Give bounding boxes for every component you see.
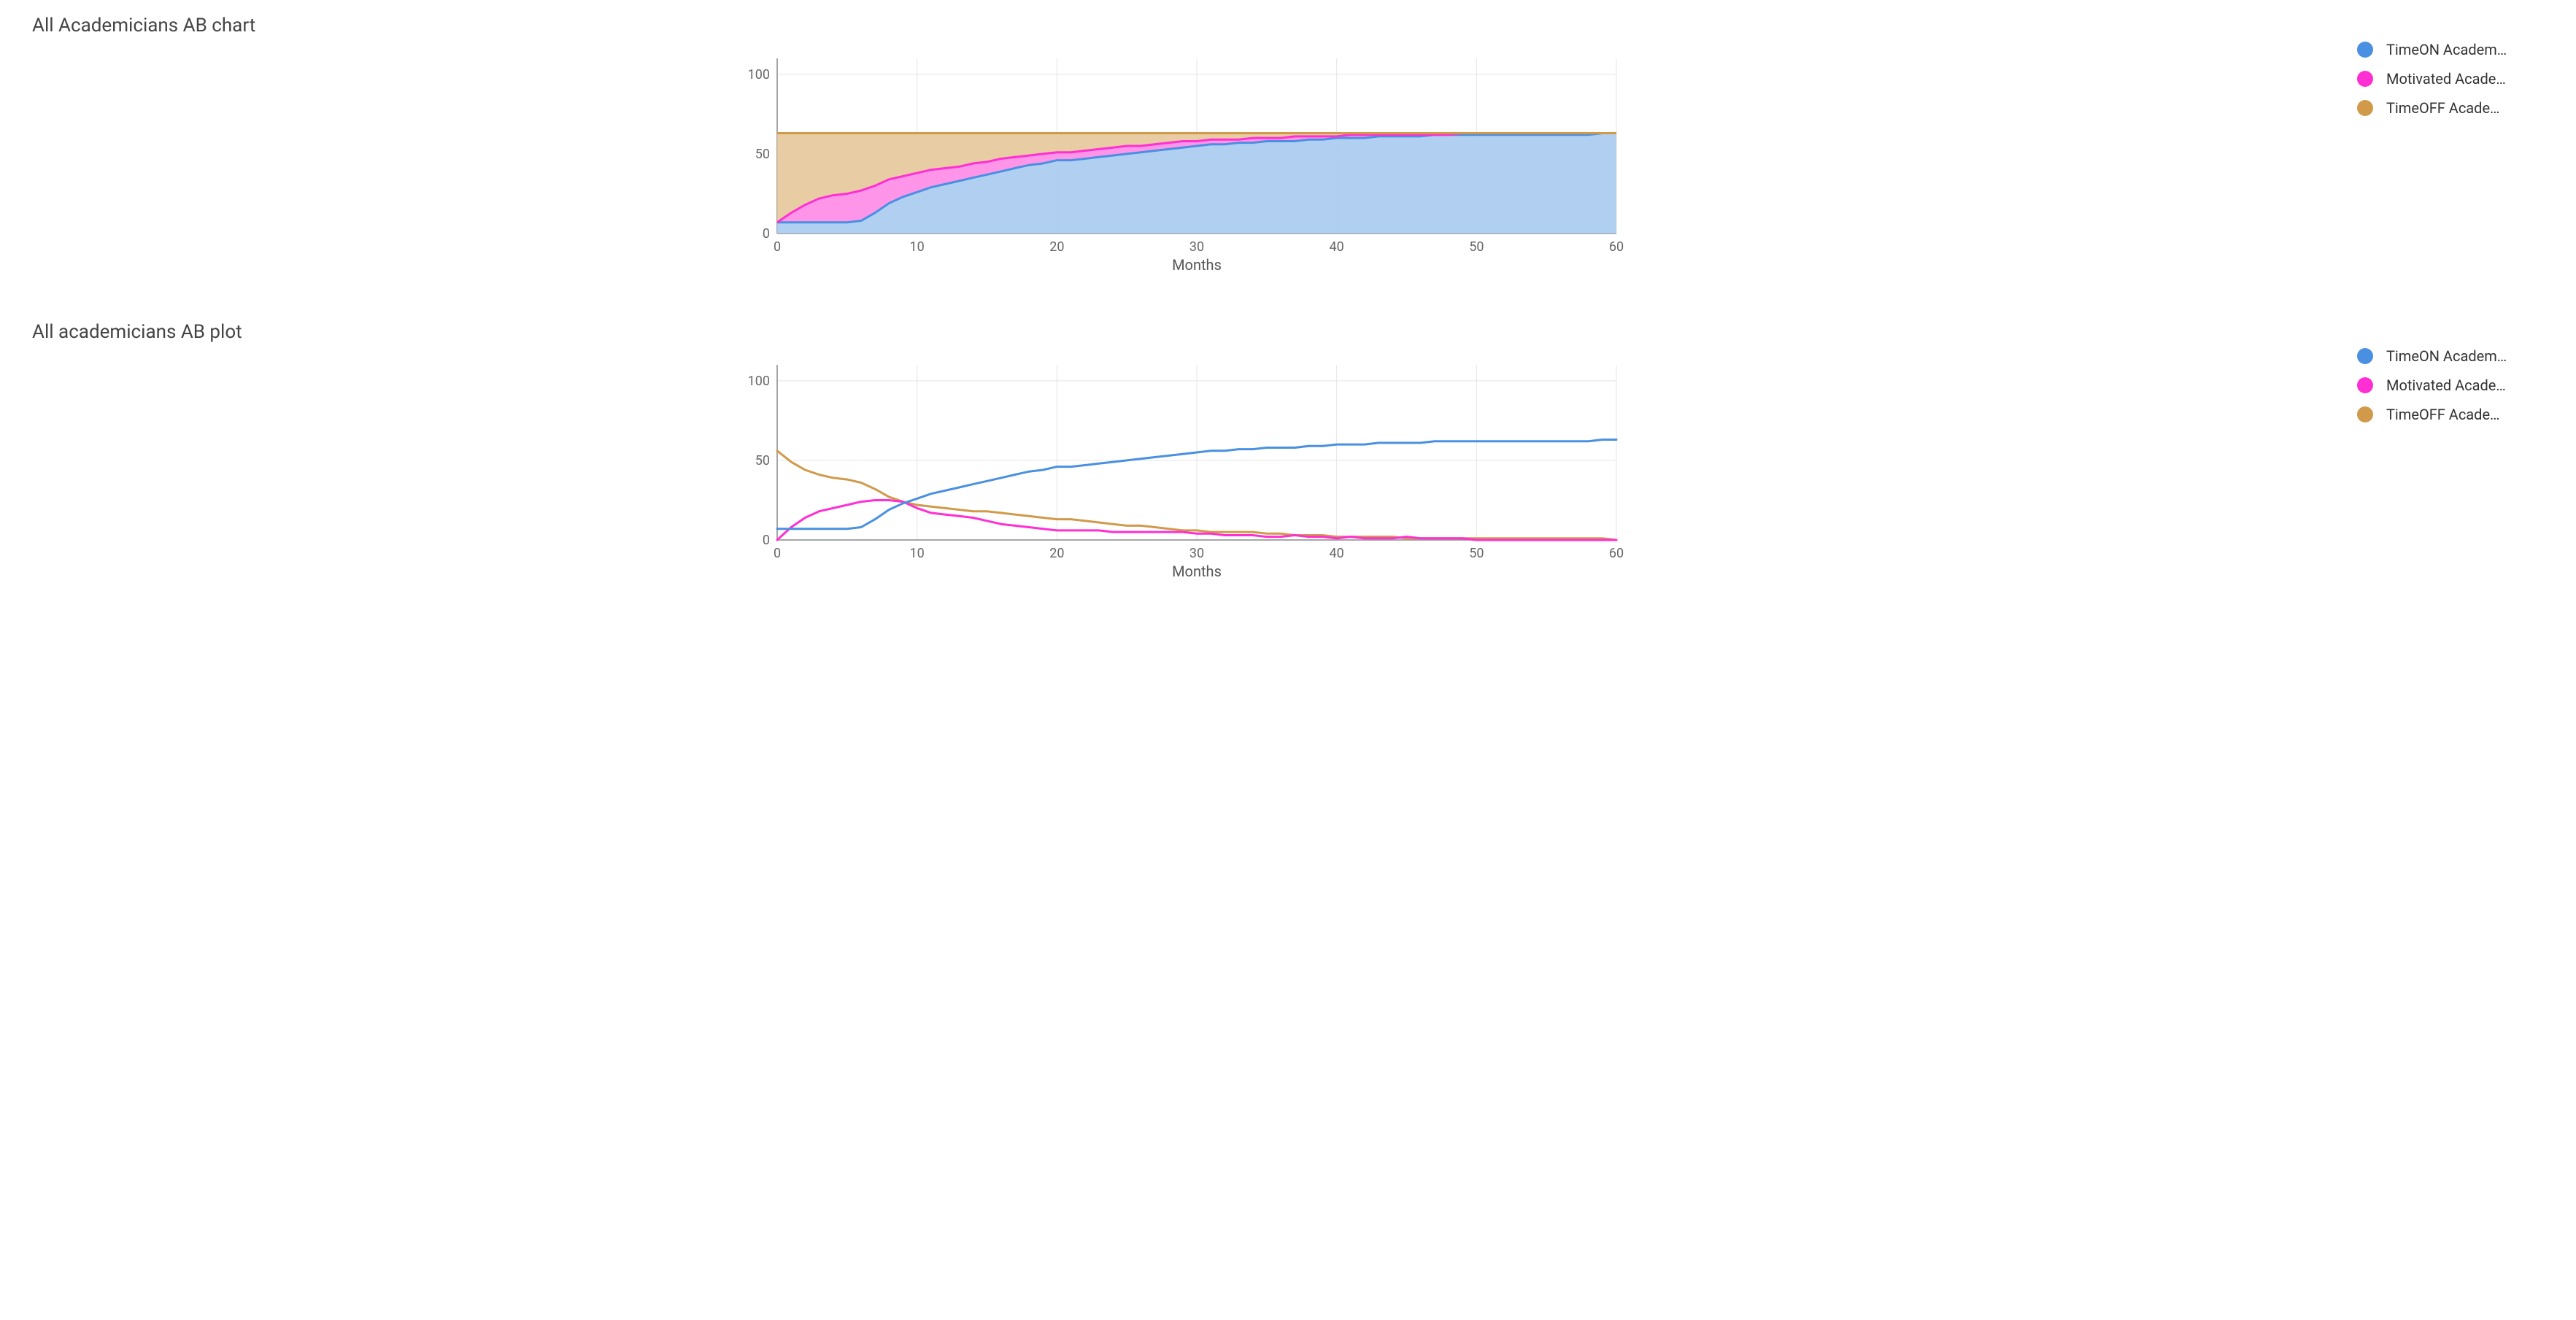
svg-text:30: 30: [1189, 239, 1204, 255]
legend-item-timeoff[interactable]: TimeOFF Acade…: [2357, 406, 2547, 423]
svg-text:10: 10: [910, 239, 925, 255]
legend-item-motivated[interactable]: Motivated Acade…: [2357, 70, 2547, 88]
svg-text:0: 0: [763, 533, 770, 548]
svg-text:0: 0: [763, 226, 770, 242]
svg-text:60: 60: [1609, 546, 1624, 561]
chart-1-title: All Academicians AB chart: [32, 15, 2335, 36]
svg-text:50: 50: [1469, 546, 1484, 561]
legend-label: TimeON Academ…: [2386, 41, 2507, 58]
svg-text:Months: Months: [1172, 256, 1222, 274]
svg-text:Months: Months: [1172, 563, 1222, 580]
svg-text:40: 40: [1330, 546, 1344, 561]
circle-icon: [2357, 348, 2373, 364]
svg-text:0: 0: [774, 239, 781, 255]
chart-1-main: All Academicians AB chart 01020304050600…: [29, 15, 2335, 277]
svg-text:40: 40: [1330, 239, 1344, 255]
legend-item-timeon[interactable]: TimeON Academ…: [2357, 41, 2547, 58]
legend-label: TimeOFF Acade…: [2386, 99, 2499, 117]
legend-label: Motivated Acade…: [2386, 377, 2506, 394]
circle-icon: [2357, 42, 2373, 58]
chart-1-legend: TimeON Academ… Motivated Acade… TimeOFF …: [2335, 15, 2547, 128]
svg-text:50: 50: [755, 453, 770, 468]
chart-2-svg: 0 10 20 30 40 50 60 0 50 100 Months: [29, 350, 2335, 584]
svg-text:50: 50: [1469, 239, 1484, 255]
chart-1-svg: 0 10 20 30 40 50 60 0 50 100 Months: [29, 44, 2335, 277]
svg-text:30: 30: [1189, 546, 1204, 561]
legend-item-motivated[interactable]: Motivated Acade…: [2357, 377, 2547, 394]
legend-item-timeoff[interactable]: TimeOFF Acade…: [2357, 99, 2547, 117]
circle-icon: [2357, 406, 2373, 422]
legend-label: TimeON Academ…: [2386, 347, 2507, 365]
legend-item-timeon[interactable]: TimeON Academ…: [2357, 347, 2547, 365]
circle-icon: [2357, 100, 2373, 116]
svg-text:0: 0: [774, 546, 781, 561]
svg-text:100: 100: [748, 67, 770, 82]
chart-2-main: All academicians AB plot 0 10 20 30 40 50 60 0 5…: [29, 321, 2335, 584]
chart-2-legend: TimeON Academ… Motivated Acade… TimeOFF …: [2335, 321, 2547, 435]
svg-text:100: 100: [748, 374, 770, 389]
chart-2-title: All academicians AB plot: [32, 321, 2335, 343]
svg-text:20: 20: [1049, 546, 1064, 561]
svg-text:50: 50: [755, 147, 770, 162]
svg-text:60: 60: [1609, 239, 1624, 255]
svg-text:10: 10: [910, 546, 925, 561]
chart-2-container: All academicians AB plot 0 10 20 30 40 50 60 0 5…: [29, 321, 2547, 584]
legend-label: Motivated Acade…: [2386, 70, 2506, 88]
chart-1-container: All Academicians AB chart 01020304050600…: [29, 15, 2547, 277]
circle-icon: [2357, 377, 2373, 393]
circle-icon: [2357, 71, 2373, 87]
svg-text:20: 20: [1049, 239, 1064, 255]
legend-label: TimeOFF Acade…: [2386, 406, 2499, 423]
